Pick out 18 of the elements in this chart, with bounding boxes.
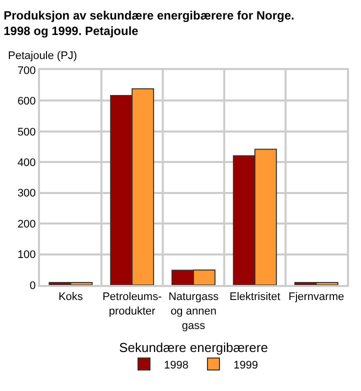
y-tick-label: 600 — [17, 96, 36, 108]
y-tick-label: 700 — [17, 64, 36, 77]
x-tick-label: Koks — [58, 291, 84, 304]
x-axis-title: Sekundære energibærere — [119, 340, 268, 355]
legend-label: 1999 — [233, 359, 258, 372]
legend-label: 1998 — [164, 359, 188, 372]
y-tick-label: 300 — [17, 188, 36, 200]
x-tick-label: Naturgass og annen gass — [168, 291, 220, 332]
x-tick-label: Petroleums- produkter — [102, 291, 162, 318]
y-tick-label: 400 — [17, 156, 36, 169]
chart-title: Produksjon av sekundære energibærere for Norge. 1998 og 1999. Petajoule — [4, 8, 294, 38]
y-tick-label: 0 — [30, 280, 36, 292]
x-tick-label: Elektrisitet — [230, 291, 280, 304]
x-tick-label: Fjernvarme — [288, 291, 344, 304]
y-tick-label: 100 — [17, 249, 36, 262]
y-tick-label: 200 — [17, 218, 36, 230]
y-axis-title: Petajoule (PJ) — [8, 50, 78, 62]
y-tick-label: 500 — [17, 126, 36, 138]
